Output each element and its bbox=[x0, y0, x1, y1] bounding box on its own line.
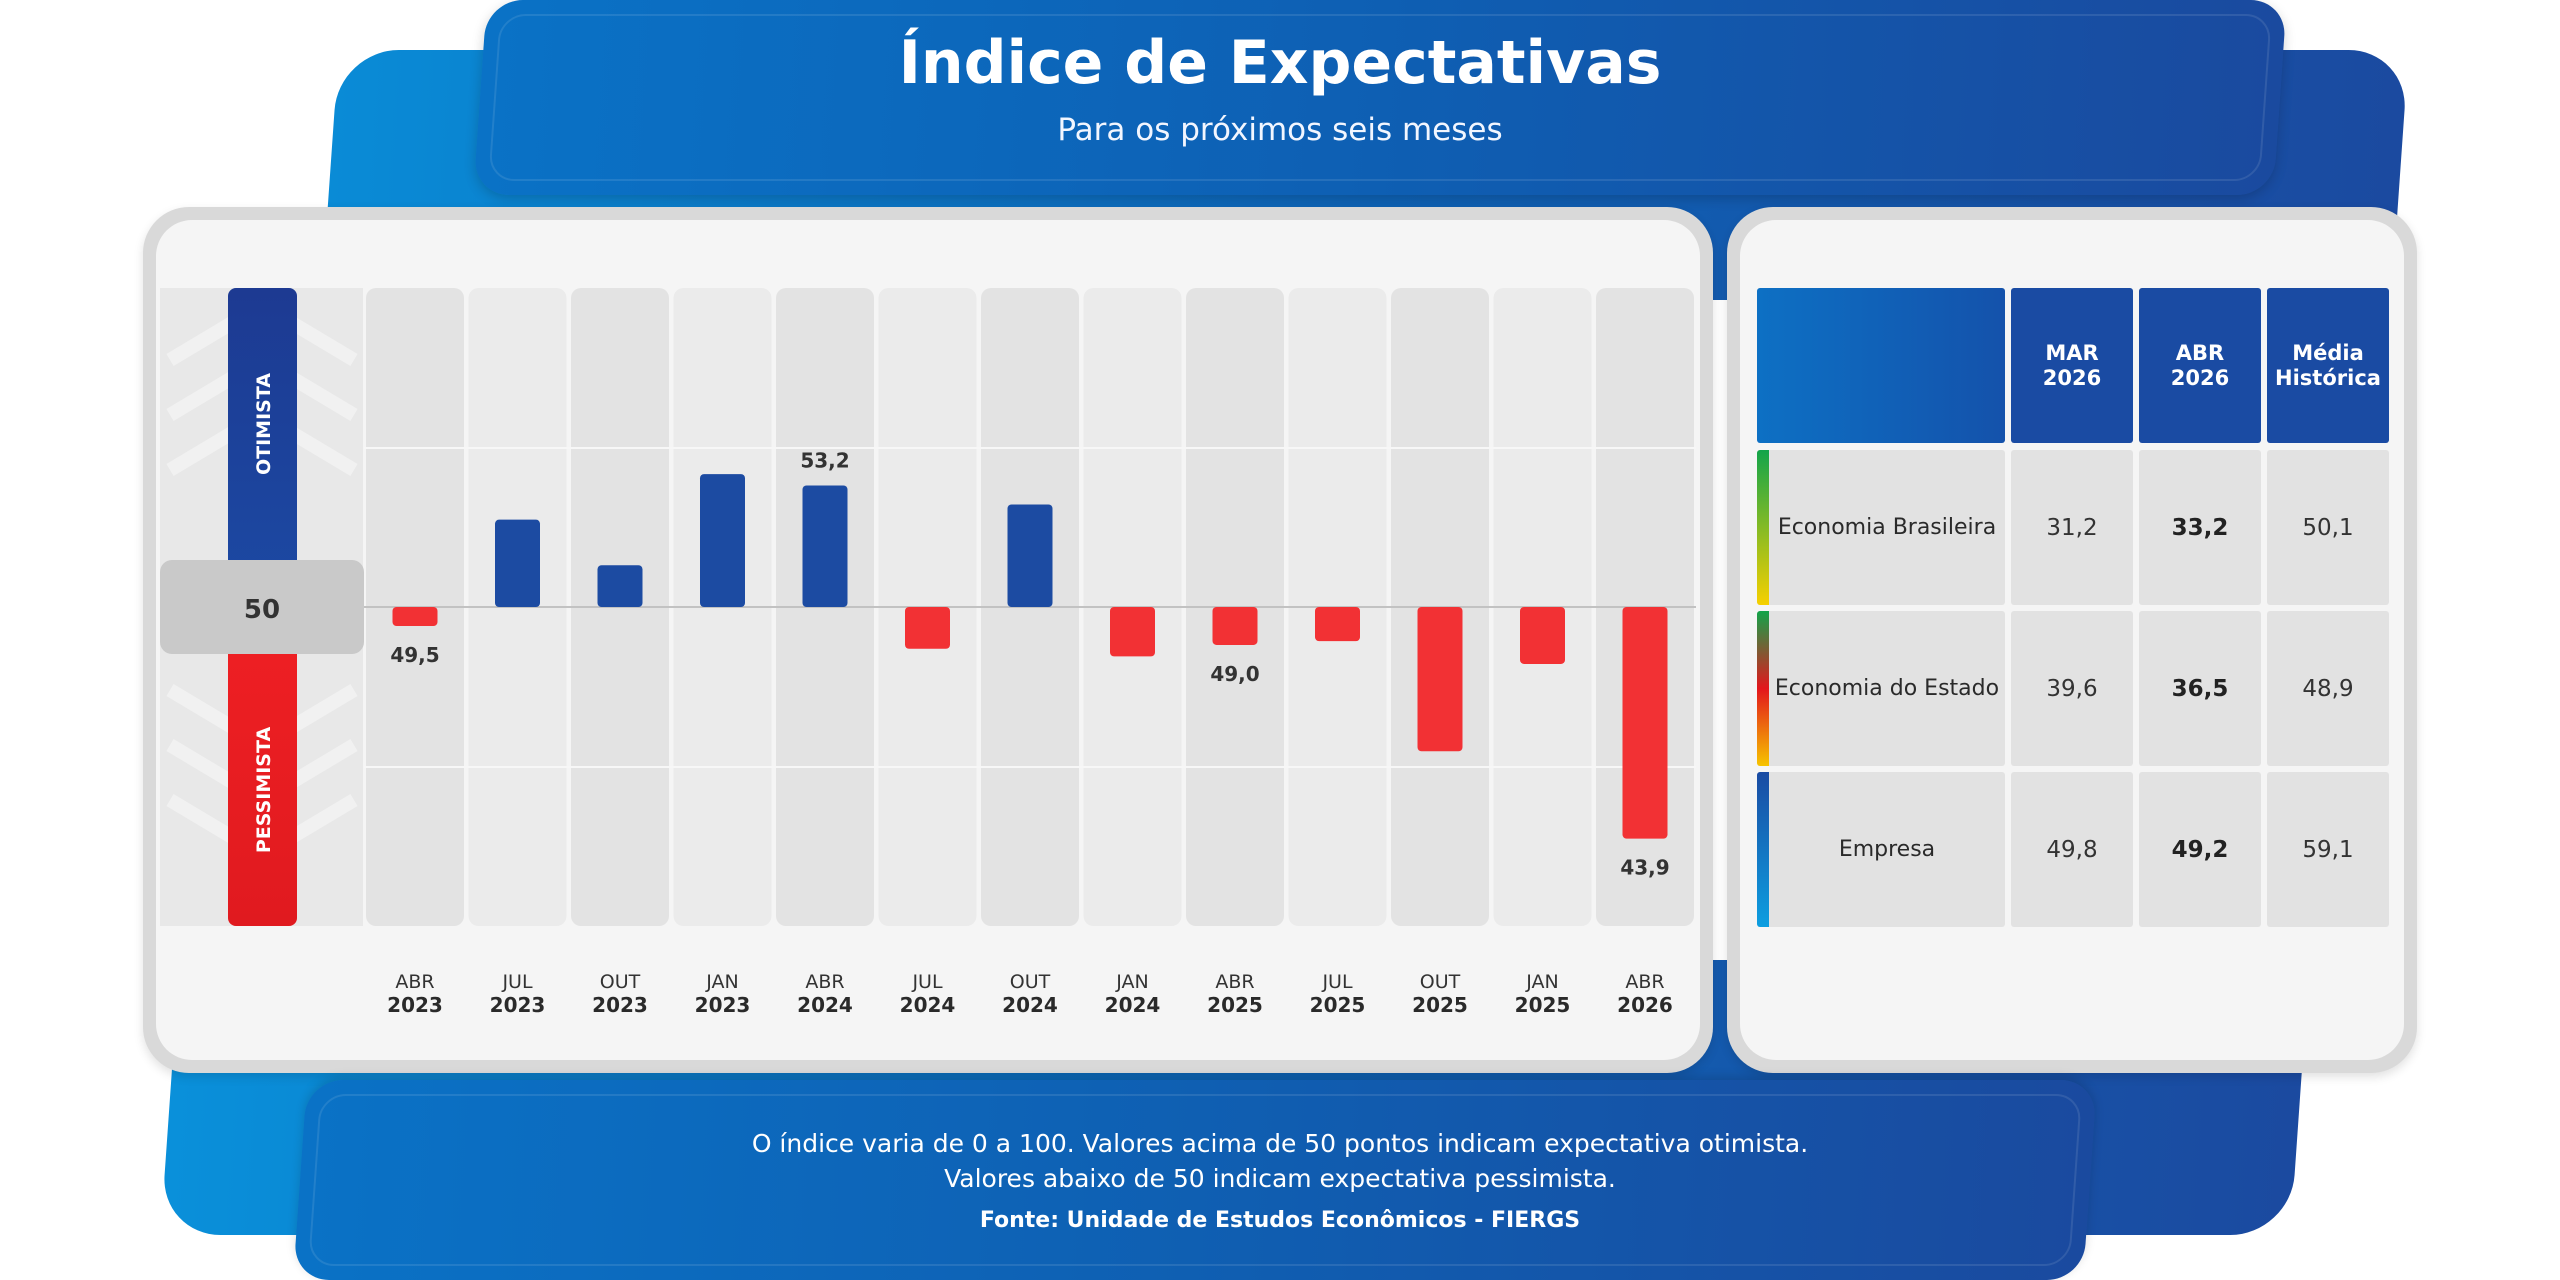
tick-label-month: ABR bbox=[395, 971, 434, 993]
bar bbox=[905, 607, 950, 649]
footer-source: Fonte: Unidade de Estudos Econômicos - F… bbox=[979, 1208, 1581, 1233]
bar bbox=[700, 474, 745, 607]
bar bbox=[1007, 504, 1053, 607]
bar bbox=[392, 607, 438, 626]
tick-label-year: 2025 bbox=[1310, 993, 1366, 1017]
table-header-blank bbox=[1757, 288, 2005, 443]
table-row-label: Economia Brasileira bbox=[1757, 450, 2005, 605]
tick-label-year: 2025 bbox=[1412, 993, 1468, 1017]
bar bbox=[1212, 607, 1258, 645]
table-value-cell: 48,9 bbox=[2267, 611, 2389, 766]
bar bbox=[802, 485, 848, 607]
table-value-cell: 36,5 bbox=[2139, 611, 2261, 766]
tick-label-year: 2023 bbox=[490, 993, 546, 1017]
row-accent-bar bbox=[1757, 611, 1769, 766]
row-accent-bar bbox=[1757, 450, 1769, 605]
footer-note-line1: O índice varia de 0 a 100. Valores acima… bbox=[751, 1129, 1809, 1158]
table-header-line1: MAR bbox=[2045, 340, 2099, 365]
tick-label-year: 2023 bbox=[592, 993, 648, 1017]
page-title: Índice de Expectativas bbox=[898, 28, 1662, 98]
scale-label-pessimistic: PESSIMISTA bbox=[253, 727, 275, 854]
table-header-cell: Média Histórica bbox=[2267, 288, 2389, 443]
data-label: 49,0 bbox=[1210, 662, 1259, 686]
table-value-cell: 39,6 bbox=[2011, 611, 2133, 766]
tick-label-month: OUT bbox=[1420, 971, 1461, 993]
table-value-cell: 49,8 bbox=[2011, 772, 2133, 927]
bar bbox=[495, 519, 540, 607]
bar bbox=[597, 565, 643, 607]
tick-label-month: JUL bbox=[911, 971, 943, 993]
tick-label-month: OUT bbox=[1010, 971, 1051, 993]
bar bbox=[1110, 607, 1155, 657]
table-row-label: Empresa bbox=[1757, 772, 2005, 927]
tick-label-year: 2026 bbox=[1617, 993, 1673, 1017]
data-label: 49,5 bbox=[390, 643, 439, 667]
table-header-cell: ABR 2026 bbox=[2139, 288, 2261, 443]
table-header-line2: 2026 bbox=[2042, 365, 2102, 390]
tick-label-month: OUT bbox=[600, 971, 641, 993]
data-label: 43,9 bbox=[1620, 856, 1669, 880]
tick-label-year: 2024 bbox=[900, 993, 956, 1017]
tick-label-month: JAN bbox=[1115, 971, 1148, 993]
table-header-line2: Histórica bbox=[2275, 365, 2381, 390]
row-accent-bar bbox=[1757, 772, 1769, 927]
table-value-cell: 50,1 bbox=[2267, 450, 2389, 605]
table-value-cell: 49,2 bbox=[2139, 772, 2261, 927]
tick-label-year: 2024 bbox=[1105, 993, 1161, 1017]
bar bbox=[1622, 607, 1668, 839]
page-subtitle: Para os próximos seis meses bbox=[1057, 112, 1503, 148]
tick-label-month: ABR bbox=[1215, 971, 1254, 993]
tick-label-month: JUL bbox=[501, 971, 533, 993]
tick-label-month: JAN bbox=[1525, 971, 1558, 993]
tick-label-year: 2023 bbox=[387, 993, 443, 1017]
table-header-line2: 2026 bbox=[2170, 365, 2230, 390]
bar bbox=[1417, 607, 1463, 752]
data-label: 53,2 bbox=[800, 448, 849, 472]
bar bbox=[1315, 607, 1360, 642]
table-value-cell: 31,2 bbox=[2011, 450, 2133, 605]
tick-label-year: 2024 bbox=[797, 993, 853, 1017]
tick-label-month: JAN bbox=[705, 971, 738, 993]
scale-bar-pessimistic bbox=[228, 600, 297, 926]
table-header-line1: ABR bbox=[2175, 340, 2225, 365]
baseline-badge-label: 50 bbox=[244, 595, 280, 625]
tick-label-year: 2025 bbox=[1207, 993, 1263, 1017]
footer-note-line2: Valores abaixo de 50 indicam expectativa… bbox=[944, 1164, 1616, 1193]
baseline-badge bbox=[160, 560, 364, 654]
tick-label-year: 2023 bbox=[695, 993, 751, 1017]
tick-label-month: ABR bbox=[805, 971, 844, 993]
scale-bar-optimistic bbox=[228, 288, 297, 618]
tick-label-year: 2024 bbox=[1002, 993, 1058, 1017]
scale-label-optimistic: OTIMISTA bbox=[253, 373, 275, 475]
bar bbox=[1520, 607, 1565, 664]
table-value-cell: 59,1 bbox=[2267, 772, 2389, 927]
table-header-cell: MAR 2026 bbox=[2011, 288, 2133, 443]
table-value-cell: 33,2 bbox=[2139, 450, 2261, 605]
tick-label-year: 2025 bbox=[1515, 993, 1571, 1017]
tick-label-month: JUL bbox=[1321, 971, 1353, 993]
table-row-label: Economia do Estado bbox=[1757, 611, 2005, 766]
table-header-line1: Média bbox=[2292, 340, 2364, 365]
tick-label-month: ABR bbox=[1625, 971, 1664, 993]
